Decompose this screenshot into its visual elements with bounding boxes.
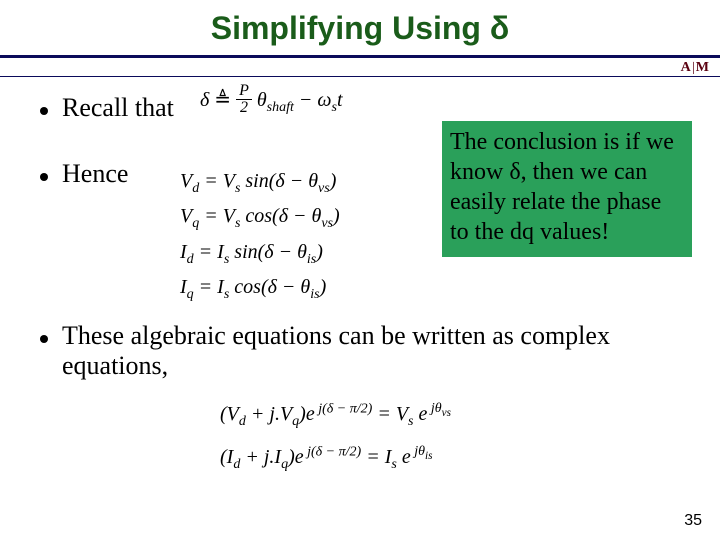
bullet-text: Recall that (62, 93, 174, 123)
bullet-text: These algebraic equations can be written… (62, 321, 692, 381)
equation-complex-i: (Id + j.Iq)e j(δ − π/2) = Is e jθis (220, 436, 692, 479)
bullet-recall: Recall that (40, 93, 692, 123)
bullet-dot-icon (40, 335, 48, 343)
equation-iq: Iq = Is cos(δ − θis) (180, 271, 692, 306)
equation-recall: δ ≜ P2 θshaft − ωst (200, 85, 343, 118)
slide: Simplifying Using δ A│M Recall that δ ≜ … (0, 0, 720, 540)
logo-text: A│M (681, 62, 708, 75)
tamu-logo: A│M (681, 62, 708, 75)
highlight-box: The conclusion is if we know δ, then we … (442, 121, 692, 257)
divider-thick (0, 55, 720, 58)
equation-complex-v: (Vd + j.Vq)e j(δ − π/2) = Vs e jθvs (220, 393, 692, 436)
bullet-text: Hence (62, 159, 128, 189)
slide-title: Simplifying Using δ (0, 10, 720, 47)
equation-group-complex: (Vd + j.Vq)e j(δ − π/2) = Vs e jθvs (Id … (220, 393, 692, 480)
bullet-dot-icon (40, 173, 48, 181)
bullet-complex: These algebraic equations can be written… (40, 321, 692, 381)
body-area: Recall that δ ≜ P2 θshaft − ωst Hence Vd… (0, 77, 720, 479)
title-region: Simplifying Using δ (0, 0, 720, 55)
bullet-dot-icon (40, 107, 48, 115)
page-number: 35 (684, 512, 702, 530)
